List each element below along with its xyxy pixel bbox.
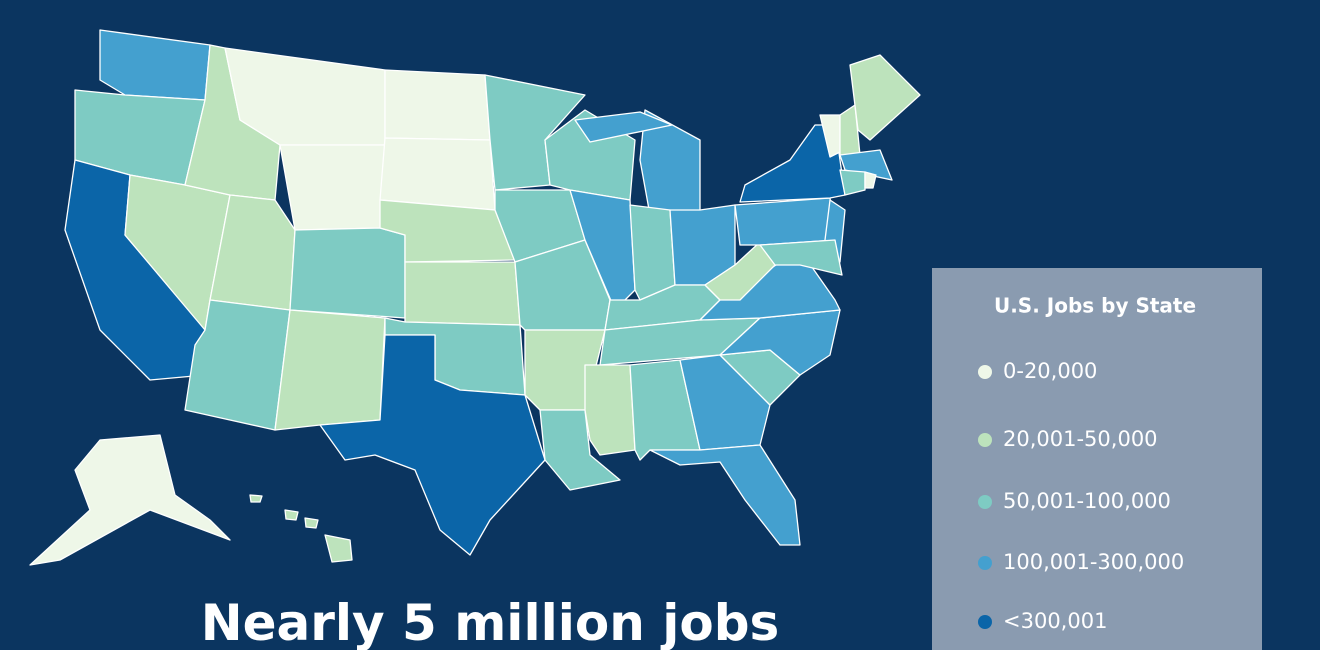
state — [279, 144, 386, 231]
legend-label: 0-20,000 — [1003, 359, 1097, 383]
state — [849, 54, 921, 141]
state — [379, 137, 496, 211]
state — [839, 149, 893, 181]
headline: Nearly 5 million jobs — [201, 594, 780, 650]
state — [289, 227, 406, 319]
legend-dot — [978, 433, 992, 447]
state — [319, 334, 546, 556]
legend: 0-20,000 20,001-50,000 50,001-100,000 100,0… — [978, 359, 1184, 633]
state — [629, 204, 676, 301]
legend-dot — [978, 365, 992, 379]
state — [284, 509, 299, 521]
state — [739, 124, 846, 203]
state — [249, 494, 263, 503]
legend-title: U.S. Jobs by State — [994, 294, 1196, 318]
state — [324, 534, 353, 563]
state — [584, 364, 636, 456]
state — [274, 309, 386, 431]
state — [759, 239, 843, 276]
legend-dot — [978, 556, 992, 570]
legend-label: 50,001-100,000 — [1003, 489, 1171, 513]
state — [839, 169, 866, 196]
state — [679, 354, 771, 451]
state — [404, 261, 521, 326]
legend-label: <300,001 — [1003, 609, 1107, 633]
state — [384, 69, 491, 141]
legend-label: 20,001-50,000 — [1003, 427, 1158, 451]
state — [649, 444, 801, 546]
state — [29, 434, 231, 566]
legend-dot — [978, 615, 992, 629]
state — [734, 197, 836, 246]
legend-dot — [978, 495, 992, 509]
state — [574, 111, 673, 143]
state — [304, 517, 319, 529]
legend-box — [932, 268, 1262, 650]
state — [864, 171, 877, 189]
legend-label: 100,001-300,000 — [1003, 550, 1184, 574]
us-map — [29, 29, 921, 566]
